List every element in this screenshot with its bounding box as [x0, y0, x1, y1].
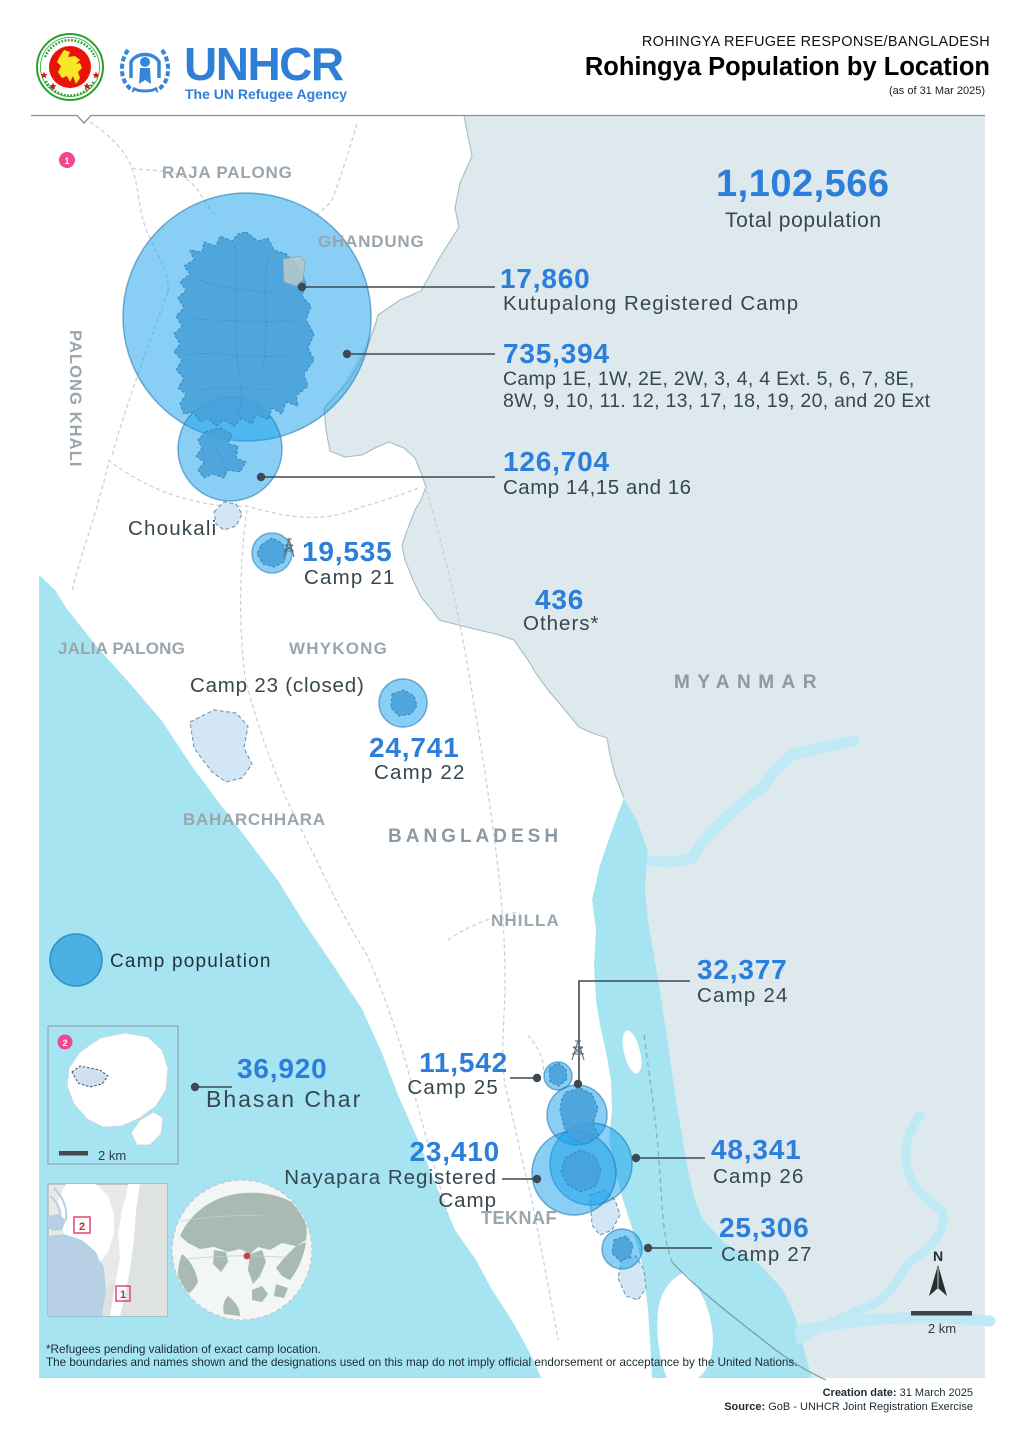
- svg-text:735,394: 735,394: [503, 338, 610, 369]
- svg-text:(as of 31 Mar 2025): (as of 31 Mar 2025): [889, 85, 985, 97]
- svg-text:Source: GoB - UNHCR Joint Regi: Source: GoB - UNHCR Joint Registration E…: [724, 1401, 973, 1413]
- svg-text:BANGLADESH: BANGLADESH: [388, 826, 562, 847]
- svg-text:Others*: Others*: [523, 612, 600, 635]
- svg-text:436: 436: [535, 584, 584, 615]
- svg-text:25,306: 25,306: [719, 1212, 809, 1243]
- svg-text:2 km: 2 km: [98, 1148, 126, 1163]
- svg-text:JALIA PALONG: JALIA PALONG: [58, 639, 185, 658]
- svg-text:UNHCR: UNHCR: [184, 38, 344, 90]
- svg-text:32,377: 32,377: [697, 954, 787, 985]
- svg-text:Nayapara Registered: Nayapara Registered: [284, 1166, 497, 1189]
- svg-text:The boundaries and names shown: The boundaries and names shown and the d…: [46, 1356, 798, 1369]
- svg-text:23,410: 23,410: [410, 1136, 500, 1167]
- svg-text:Camp 14,15 and 16: Camp 14,15 and 16: [503, 476, 692, 499]
- svg-text:36,920: 36,920: [237, 1053, 327, 1084]
- svg-text:ROHINGYA REFUGEE RESPONSE/BANG: ROHINGYA REFUGEE RESPONSE/BANGLADESH: [642, 34, 990, 50]
- svg-text:Camp 21: Camp 21: [304, 566, 396, 589]
- svg-text:24,741: 24,741: [369, 732, 459, 763]
- svg-text:Camp 23 (closed): Camp 23 (closed): [190, 674, 365, 697]
- svg-text:17,860: 17,860: [500, 263, 590, 294]
- svg-text:Camp 22: Camp 22: [374, 761, 466, 784]
- svg-text:Camp 25: Camp 25: [407, 1076, 499, 1099]
- svg-text:126,704: 126,704: [503, 446, 610, 477]
- svg-text:Camp 27: Camp 27: [721, 1243, 813, 1266]
- svg-text:The UN Refugee Agency: The UN Refugee Agency: [185, 86, 347, 102]
- svg-text:RAJA PALONG: RAJA PALONG: [162, 163, 293, 182]
- svg-text:2: 2: [62, 1038, 67, 1048]
- svg-text:8W, 9, 10, 11. 12, 13, 17, 18,: 8W, 9, 10, 11. 12, 13, 17, 18, 19, 20, a…: [503, 390, 931, 412]
- svg-text:*Refugees pending validation o: *Refugees pending validation of exact ca…: [46, 1343, 321, 1356]
- svg-text:N: N: [933, 1248, 943, 1264]
- svg-text:Total population: Total population: [725, 209, 882, 232]
- svg-text:Camp population: Camp population: [110, 951, 272, 972]
- svg-text:Camp 24: Camp 24: [697, 984, 789, 1007]
- svg-text:19,535: 19,535: [302, 536, 392, 567]
- svg-text:1,102,566: 1,102,566: [716, 163, 890, 205]
- svg-text:Kutupalong Registered Camp: Kutupalong Registered Camp: [503, 292, 799, 315]
- svg-text:1: 1: [64, 156, 69, 166]
- svg-text:Camp 1E, 1W, 2E, 2W, 3, 4, 4 E: Camp 1E, 1W, 2E, 2W, 3, 4, 4 Ext. 5, 6, …: [503, 368, 915, 390]
- svg-text:Camp 26: Camp 26: [713, 1165, 805, 1188]
- svg-text:Camp: Camp: [438, 1189, 497, 1212]
- svg-text:1: 1: [120, 1289, 126, 1301]
- svg-text:BAHARCHHARA: BAHARCHHARA: [183, 810, 326, 829]
- svg-text:Choukali: Choukali: [128, 517, 217, 540]
- svg-text:2: 2: [79, 1221, 85, 1233]
- svg-text:WHYKONG: WHYKONG: [289, 639, 388, 658]
- svg-text:Rohingya Population by Locatio: Rohingya Population by Location: [585, 53, 990, 81]
- svg-text:PALONG KHALI: PALONG KHALI: [66, 330, 84, 468]
- svg-text:2 km: 2 km: [928, 1321, 956, 1336]
- svg-text:Bhasan Char: Bhasan Char: [206, 1086, 362, 1112]
- svg-text:48,341: 48,341: [711, 1134, 801, 1165]
- svg-text:TEKNAF: TEKNAF: [481, 1208, 557, 1228]
- svg-text:11,542: 11,542: [419, 1047, 508, 1078]
- svg-text:Creation date: 31 March 2025: Creation date: 31 March 2025: [823, 1387, 973, 1399]
- svg-text:MYANMAR: MYANMAR: [674, 672, 824, 693]
- svg-text:NHILLA: NHILLA: [491, 911, 560, 930]
- svg-text:GHANDUNG: GHANDUNG: [318, 232, 425, 251]
